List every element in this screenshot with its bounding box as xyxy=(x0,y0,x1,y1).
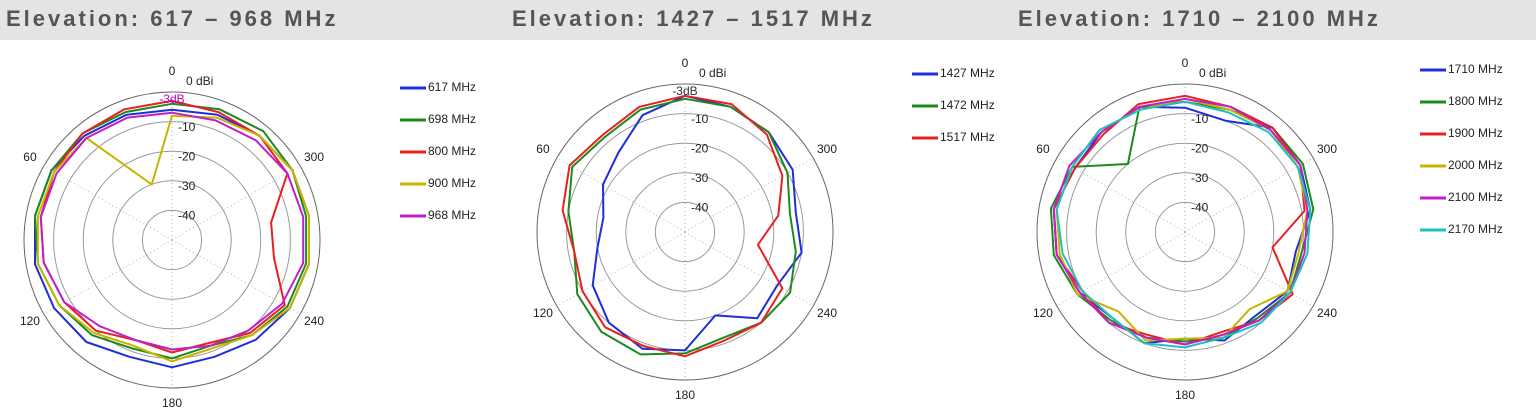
angle-tick-label: 240 xyxy=(1317,306,1337,320)
grid-spoke xyxy=(1184,231,1314,307)
angle-tick-label: 0 xyxy=(1182,56,1189,70)
angle-tick-label: 300 xyxy=(817,142,837,156)
r-tick-label: -40 xyxy=(691,201,709,215)
angle-tick-label: 60 xyxy=(536,142,550,156)
r-tick-label: -30 xyxy=(691,171,709,185)
r-tick-label: -20 xyxy=(178,149,196,163)
r-tick-label: -10 xyxy=(178,120,196,134)
r-tick-label: 0 dBi xyxy=(1199,66,1226,80)
grid-ring xyxy=(1154,201,1216,263)
angle-tick-label: 180 xyxy=(675,388,695,402)
pattern-line xyxy=(591,94,803,352)
grid-ring xyxy=(112,180,232,300)
legend-label: 2170 MHz xyxy=(1448,222,1503,236)
r-tick-label: 0 dBi xyxy=(186,74,213,88)
angle-tick-label: 120 xyxy=(1033,306,1053,320)
grid-spoke xyxy=(43,165,173,241)
grid-ring xyxy=(625,172,745,292)
legend-label: 1427 MHz xyxy=(940,66,995,80)
angle-tick-label: 60 xyxy=(1036,142,1050,156)
r-tick-label: -40 xyxy=(178,209,196,223)
r-tick-label: -40 xyxy=(1191,201,1209,215)
angle-tick-label: 120 xyxy=(20,314,40,328)
r-tick-label: -10 xyxy=(1191,112,1209,126)
grid-ring xyxy=(141,209,203,271)
grid-spoke xyxy=(1184,157,1314,233)
legend-label: 968 MHz xyxy=(428,208,476,222)
angle-tick-label: 0 xyxy=(169,64,176,78)
pattern-line xyxy=(567,97,797,356)
r-tick-label: -10 xyxy=(691,112,709,126)
legend-label: 1800 MHz xyxy=(1448,94,1503,108)
legend-label: 1472 MHz xyxy=(940,98,995,112)
angle-tick-label: 0 xyxy=(682,56,689,70)
grid-spoke xyxy=(1056,157,1186,233)
legend-label: 2000 MHz xyxy=(1448,158,1503,172)
legend-label: 698 MHz xyxy=(428,112,476,126)
angle-tick-label: 300 xyxy=(1317,142,1337,156)
grid-spoke xyxy=(556,231,686,307)
annotation: -3dB xyxy=(159,92,184,106)
angle-tick-label: 240 xyxy=(817,306,837,320)
pattern-line xyxy=(36,114,310,363)
grid-spoke xyxy=(556,157,686,233)
grid-spoke xyxy=(1056,231,1186,307)
title-band xyxy=(0,0,1536,40)
angle-tick-label: 120 xyxy=(533,306,553,320)
legend-label: 617 MHz xyxy=(428,80,476,94)
grid-ring xyxy=(1125,172,1245,292)
grid-spoke xyxy=(43,239,173,315)
r-tick-label: -30 xyxy=(178,179,196,193)
angle-tick-label: 180 xyxy=(162,396,182,410)
chart-title: Elevation: 617 – 968 MHz xyxy=(6,6,338,31)
angle-tick-label: 60 xyxy=(23,150,37,164)
r-tick-label: 0 dBi xyxy=(699,66,726,80)
legend-label: 1900 MHz xyxy=(1448,126,1503,140)
grid-ring xyxy=(23,91,321,389)
legend-label: 2100 MHz xyxy=(1448,190,1503,204)
r-tick-label: -30 xyxy=(1191,171,1209,185)
grid-ring xyxy=(536,83,834,381)
angle-tick-label: 300 xyxy=(304,150,324,164)
pattern-line xyxy=(39,111,305,351)
annotation: -3dB xyxy=(672,84,697,98)
legend-label: 900 MHz xyxy=(428,176,476,190)
chart-title: Elevation: 1710 – 2100 MHz xyxy=(1018,6,1381,31)
pattern-line xyxy=(1055,100,1312,349)
legend-label: 800 MHz xyxy=(428,144,476,158)
grid-spoke xyxy=(684,157,814,233)
grid-spoke xyxy=(171,165,301,241)
angle-tick-label: 180 xyxy=(1175,388,1195,402)
legend-label: 1710 MHz xyxy=(1448,62,1503,76)
angle-tick-label: 240 xyxy=(304,314,324,328)
grid-spoke xyxy=(684,231,814,307)
chart-title: Elevation: 1427 – 1517 MHz xyxy=(512,6,875,31)
r-tick-label: -20 xyxy=(691,141,709,155)
grid-ring xyxy=(1036,83,1334,381)
pattern-line xyxy=(561,94,784,358)
pattern-line xyxy=(1052,97,1309,346)
grid-spoke xyxy=(171,239,301,315)
legend-label: 1517 MHz xyxy=(940,130,995,144)
grid-ring xyxy=(654,201,716,263)
r-tick-label: -20 xyxy=(1191,141,1209,155)
